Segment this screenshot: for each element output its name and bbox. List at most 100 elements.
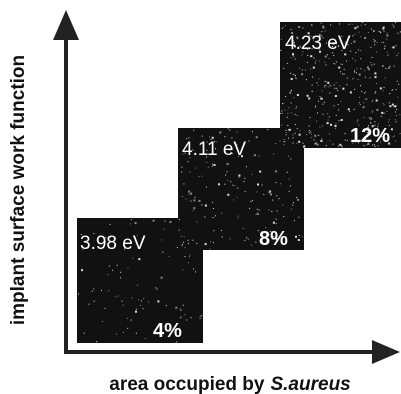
speckle <box>364 37 366 39</box>
speckle <box>342 146 343 147</box>
speckle <box>270 193 272 195</box>
speckle <box>321 139 322 140</box>
speckle <box>369 78 370 79</box>
speckle <box>360 36 361 37</box>
speckle <box>164 229 165 230</box>
speckle <box>179 219 180 220</box>
speckle <box>326 85 327 86</box>
speckle <box>384 104 385 105</box>
work-function-label: 3.98 eV <box>80 233 146 254</box>
speckle <box>196 243 197 244</box>
speckle <box>298 141 300 143</box>
speckle <box>136 333 137 334</box>
speckle <box>294 220 295 221</box>
speckle <box>283 27 284 28</box>
speckle <box>315 107 316 108</box>
speckle <box>162 252 163 253</box>
speckle <box>333 144 334 145</box>
speckle <box>275 143 276 144</box>
speckle <box>339 85 340 86</box>
speckle <box>319 96 320 97</box>
speckle <box>112 270 113 271</box>
speckle <box>127 328 128 329</box>
speckle <box>251 245 252 246</box>
speckle <box>192 240 193 241</box>
speckle <box>225 136 226 137</box>
speckle <box>169 256 170 257</box>
speckle <box>319 127 320 128</box>
speckle <box>359 74 361 76</box>
speckle <box>317 112 318 113</box>
speckle <box>238 175 240 177</box>
speckle <box>302 70 303 71</box>
speckle <box>109 265 110 266</box>
speckle <box>116 334 117 335</box>
speckle <box>354 27 356 29</box>
speckle <box>312 84 313 85</box>
speckle <box>384 48 385 49</box>
speckle <box>291 78 293 80</box>
speckle <box>289 129 291 131</box>
speckle <box>313 67 315 69</box>
speckle <box>374 64 375 65</box>
speckle <box>316 82 317 83</box>
speckle <box>199 176 200 177</box>
speckle <box>342 88 344 90</box>
speckle <box>355 52 356 53</box>
speckle <box>397 97 398 98</box>
speckle <box>228 128 229 129</box>
speckle <box>298 217 299 218</box>
speckle <box>282 28 283 29</box>
work-function-label: 4.23 eV <box>285 33 351 54</box>
speckle <box>251 201 252 202</box>
speckle <box>153 220 155 222</box>
speckle <box>138 299 139 300</box>
speckle <box>182 244 183 245</box>
speckle <box>387 52 388 53</box>
speckle <box>318 85 319 86</box>
speckle <box>395 22 396 23</box>
speckle <box>237 188 238 189</box>
speckle <box>303 143 304 144</box>
speckle <box>379 31 380 32</box>
speckle <box>259 210 260 211</box>
speckle <box>184 236 185 237</box>
speckle <box>348 108 350 110</box>
speckle <box>184 314 185 315</box>
speckle <box>212 164 213 165</box>
speckle <box>227 180 228 181</box>
speckle <box>358 79 359 80</box>
speckle <box>127 318 128 319</box>
speckle <box>307 62 308 63</box>
speckle <box>389 102 390 103</box>
speckle <box>237 197 238 198</box>
speckle <box>344 133 345 134</box>
speckle <box>337 90 338 91</box>
speckle <box>340 64 341 65</box>
speckle <box>302 236 303 237</box>
speckle <box>155 287 156 288</box>
speckle <box>330 86 331 87</box>
speckle <box>396 121 397 122</box>
speckle <box>285 130 286 131</box>
speckle <box>287 172 288 173</box>
speckle <box>370 62 371 63</box>
speckle <box>398 53 399 54</box>
speckle <box>324 102 325 103</box>
speckle <box>321 31 322 32</box>
speckle <box>323 114 324 115</box>
speckle <box>365 92 366 93</box>
speckle <box>140 305 141 306</box>
speckle <box>193 199 195 201</box>
speckle <box>257 191 258 192</box>
speckle <box>311 24 312 25</box>
speckle <box>305 69 306 70</box>
speckle <box>356 68 357 69</box>
speckle <box>344 74 345 75</box>
speckle <box>183 305 184 306</box>
speckle <box>280 183 281 184</box>
speckle <box>284 139 285 140</box>
speckle <box>296 143 297 144</box>
area-label: 12% <box>350 125 390 147</box>
speckle <box>148 302 149 303</box>
